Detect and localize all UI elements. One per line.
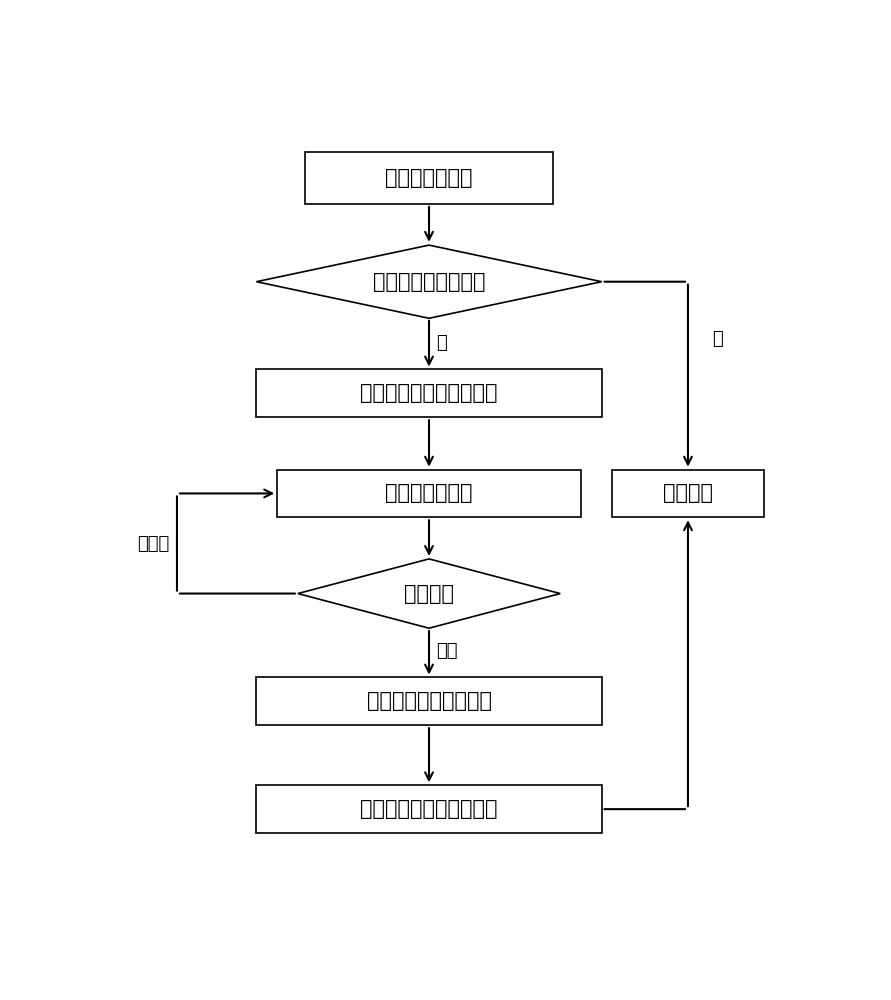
- Text: 清扫装置移动到初始位置: 清扫装置移动到初始位置: [360, 799, 498, 819]
- Text: 退出清扫: 退出清扫: [663, 483, 713, 503]
- FancyBboxPatch shape: [305, 152, 553, 204]
- Text: 是: 是: [436, 334, 446, 352]
- Text: 清扫结束: 清扫结束: [404, 584, 454, 604]
- FancyBboxPatch shape: [612, 470, 764, 517]
- Polygon shape: [257, 245, 601, 318]
- Text: 测量腔处于排样状态: 测量腔处于排样状态: [372, 272, 486, 292]
- Text: 否: 否: [712, 330, 723, 348]
- Text: 伸缩杆回收到初始位置: 伸缩杆回收到初始位置: [366, 691, 492, 711]
- Text: 未结束: 未结束: [137, 534, 170, 552]
- FancyBboxPatch shape: [257, 369, 601, 417]
- FancyBboxPatch shape: [277, 470, 581, 517]
- Text: 结束: 结束: [436, 642, 457, 660]
- Text: 接收到清理命令: 接收到清理命令: [385, 168, 473, 188]
- FancyBboxPatch shape: [257, 785, 601, 833]
- FancyBboxPatch shape: [257, 677, 601, 725]
- Polygon shape: [298, 559, 560, 628]
- Text: 伸缩杆进行作业: 伸缩杆进行作业: [385, 483, 473, 503]
- Text: 清扫装置移动到清理位置: 清扫装置移动到清理位置: [360, 383, 498, 403]
